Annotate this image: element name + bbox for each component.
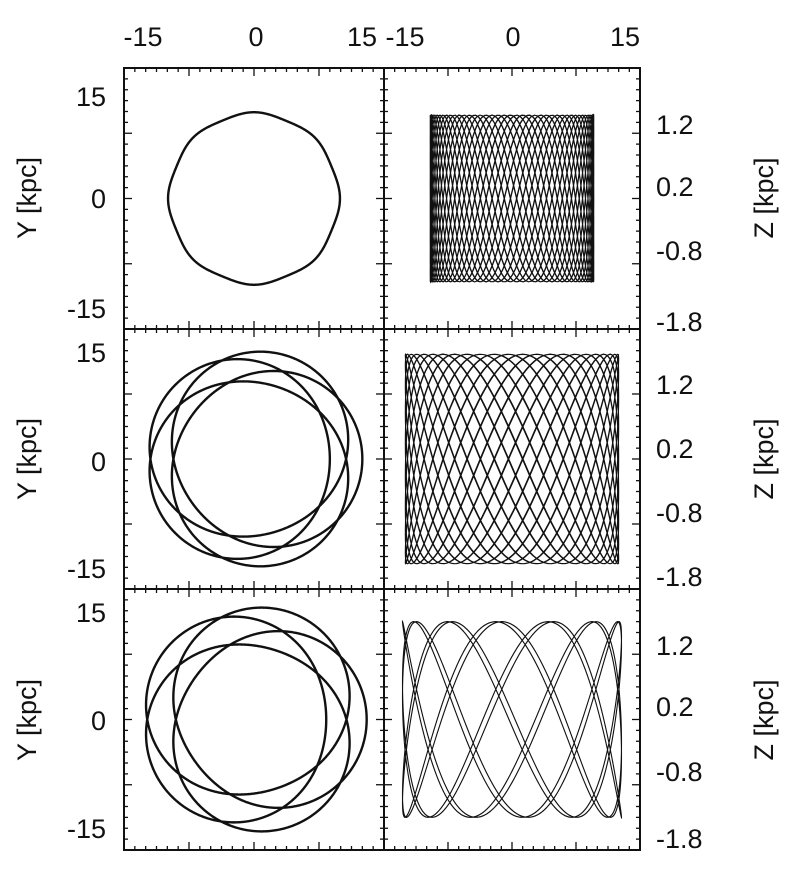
z-tick-label: 0.2: [656, 692, 694, 722]
x-tick-label: -15: [123, 22, 162, 52]
y-tick-label: 15: [76, 82, 106, 112]
y-tick-label: -15: [67, 294, 106, 324]
z-tick-label: 1.2: [656, 370, 694, 400]
y-tick-label: -15: [67, 554, 106, 584]
x-tick-label: 15: [610, 22, 640, 52]
z-tick-label: -1.8: [656, 562, 703, 592]
z-tick-label: -0.8: [656, 236, 703, 266]
y-tick-label: 0: [91, 706, 106, 736]
z-tick-label: -1.8: [656, 824, 703, 854]
z-tick-label: 0.2: [656, 434, 694, 464]
left-y-axis-title: Y [kpc]: [12, 157, 42, 239]
left-y-axis-title: Y [kpc]: [12, 418, 42, 500]
left-y-axis-title: Y [kpc]: [12, 679, 42, 761]
x-tick-label: 15: [347, 22, 377, 52]
x-tick-label: 0: [505, 22, 520, 52]
z-tick-label: 0.2: [656, 172, 694, 202]
y-tick-label: 0: [91, 447, 106, 477]
x-tick-label: -15: [385, 22, 424, 52]
z-tick-label: 1.2: [656, 110, 694, 140]
right-y-axis-title: Z [kpc]: [749, 679, 779, 760]
y-tick-label: 0: [91, 184, 106, 214]
z-tick-label: -0.8: [656, 757, 703, 787]
z-tick-label: -1.8: [656, 307, 703, 337]
y-tick-label: -15: [67, 814, 106, 844]
y-tick-label: 15: [76, 338, 106, 368]
right-y-axis-title: Z [kpc]: [749, 418, 779, 499]
y-tick-label: 15: [76, 598, 106, 628]
x-tick-label: 0: [248, 22, 263, 52]
right-y-axis-title: Z [kpc]: [749, 157, 779, 238]
z-tick-label: -0.8: [656, 498, 703, 528]
z-tick-label: 1.2: [656, 631, 694, 661]
